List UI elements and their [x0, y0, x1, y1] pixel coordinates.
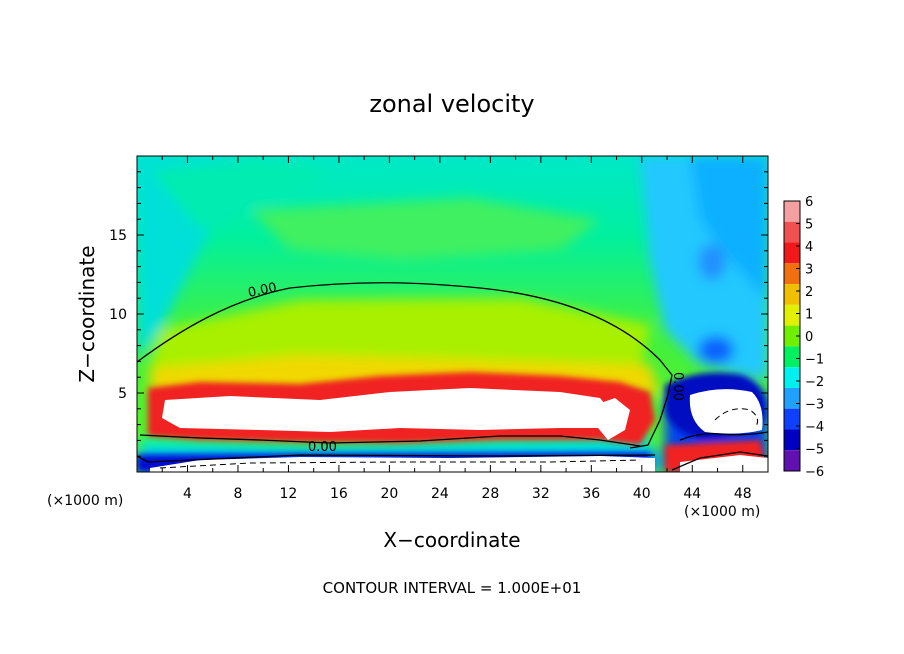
x-unit-label-left: (×1000 m) [47, 493, 123, 509]
y-axis-ticks: 5 10 15 [109, 171, 768, 457]
velocity-field [137, 156, 768, 472]
colorbar-label: 0 [805, 330, 813, 345]
zero-contour-surface [137, 454, 656, 463]
colorbar-swatch [784, 429, 800, 451]
contour-interval-note: CONTOUR INTERVAL = 1.000E+01 [323, 579, 582, 597]
negative-contour-surface [159, 459, 641, 469]
colorbar-label: 2 [805, 285, 813, 300]
contour-label: 0.00 [247, 280, 278, 301]
colorbar-label: −6 [805, 465, 824, 480]
positive-core-region [162, 388, 610, 432]
x-tick-label: 32 [532, 486, 550, 502]
x-tick-label: 44 [683, 486, 701, 502]
negative-contour-east [714, 408, 759, 429]
x-tick-label: 24 [431, 486, 449, 502]
colorbar-swatch [784, 221, 800, 243]
colorbar-label: 5 [805, 218, 813, 233]
negative-contours [159, 408, 759, 469]
colorbar-swatch [784, 263, 800, 285]
x-tick-label: 16 [330, 486, 348, 502]
x-tick-label: 40 [633, 486, 651, 502]
colorbar-swatch [784, 304, 800, 326]
colorbar-label: −5 [805, 443, 824, 458]
colorbar-label: −1 [805, 353, 824, 368]
contour-east-surface [671, 451, 768, 471]
colorbar-label: −4 [805, 420, 824, 435]
x-tick-label: 12 [280, 486, 298, 502]
colorbar-swatch [784, 346, 800, 368]
zero-contour-upper [137, 282, 673, 449]
colorbar-swatch [784, 242, 800, 264]
x-tick-label: 4 [183, 486, 192, 502]
negative-surface-layer [150, 456, 655, 472]
contour-labels: 0.00 0.00 0.00 [247, 280, 685, 455]
contour-lines [137, 282, 768, 471]
x-tick-label: 20 [380, 486, 398, 502]
colorbar-label: 4 [805, 240, 813, 255]
y-axis-label: Z−coordinate [75, 245, 99, 382]
x-unit-label-right: (×1000 m) [684, 504, 760, 520]
colorbar-swatch [784, 450, 800, 471]
zero-contour-lower [139, 434, 641, 447]
colorbar-label: −3 [805, 398, 824, 413]
chart-title: zonal velocity [369, 90, 534, 118]
colorbar-label: 3 [805, 263, 813, 278]
x-axis-label: X−coordinate [383, 528, 520, 552]
colorbar-swatch [784, 325, 800, 347]
colorbar: 6 5 4 3 2 1 0 −1 −2 −3 −4 −5 −6 [783, 195, 824, 480]
colorbar-swatch [784, 201, 800, 222]
y-tick-label: 10 [109, 307, 127, 323]
positive-surface-layer [680, 455, 768, 472]
colorbar-label: −2 [805, 375, 824, 390]
y-tick-label: 5 [118, 386, 127, 402]
colorbar-label: 1 [805, 308, 813, 323]
colorbar-swatch [784, 367, 800, 388]
colorbar-label: 6 [805, 195, 813, 210]
negative-core-region [689, 389, 763, 434]
contour-label: 0.00 [308, 440, 337, 455]
x-tick-label: 36 [582, 486, 600, 502]
colorbar-swatch [784, 284, 800, 305]
x-tick-label: 8 [233, 486, 242, 502]
zero-contour-east [679, 431, 768, 441]
y-tick-label: 15 [109, 228, 127, 244]
x-tick-label: 48 [734, 486, 752, 502]
contour-label: 0.00 [670, 372, 685, 401]
colorbar-swatch [784, 387, 800, 409]
positive-core-east [595, 398, 630, 440]
x-axis-ticks: 4 8 12 16 20 24 28 32 36 40 44 48 [161, 156, 752, 502]
x-tick-label: 28 [481, 486, 499, 502]
colorbar-swatch [784, 408, 800, 430]
